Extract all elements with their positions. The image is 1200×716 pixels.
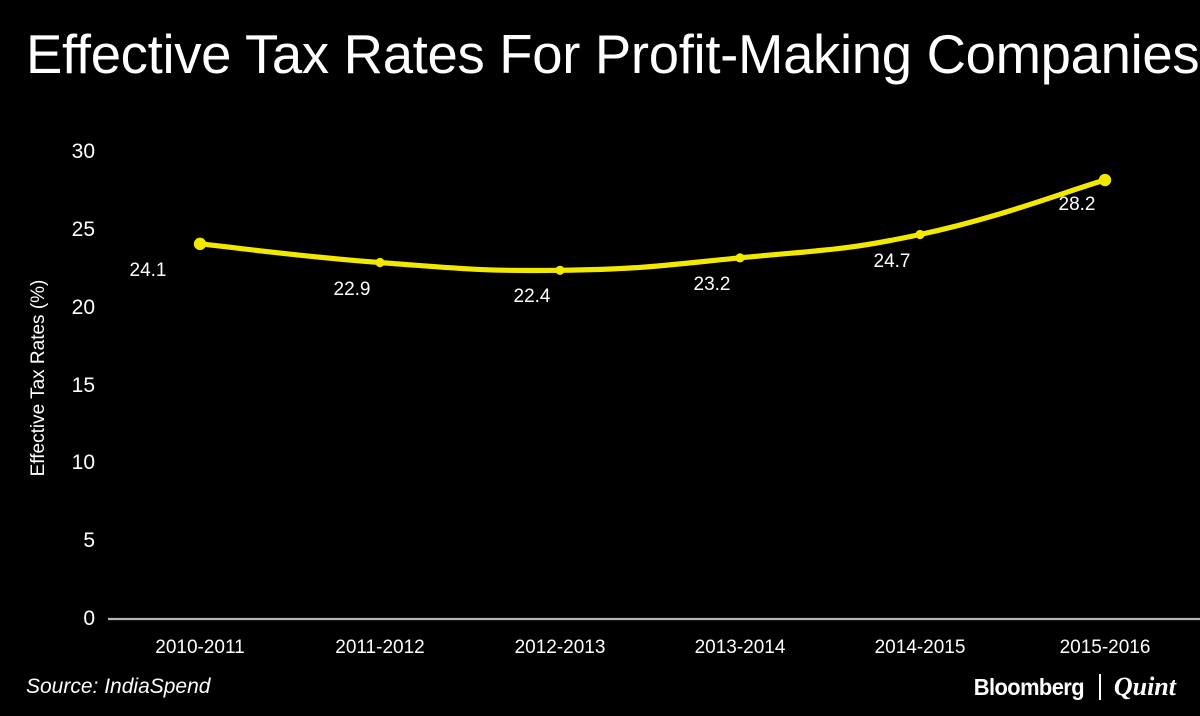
brand-divider bbox=[1098, 674, 1101, 700]
y-axis-tick-label: 15 bbox=[71, 373, 95, 397]
data-point-value-label: 28.2 bbox=[1058, 194, 1096, 216]
brand-quint-wordmark: Quint bbox=[1113, 672, 1176, 701]
y-axis-tick-label: 30 bbox=[71, 140, 95, 163]
y-axis-tick-label: 0 bbox=[83, 607, 95, 630]
data-point-marker[interactable] bbox=[555, 265, 565, 275]
y-axis-tick-label: 10 bbox=[71, 451, 95, 475]
series-markers bbox=[193, 173, 1112, 275]
brand-bloomberg-wordmark: Bloomberg bbox=[973, 673, 1085, 700]
x-axis-tick-label: 2012-2013 bbox=[514, 637, 606, 658]
data-point-marker[interactable] bbox=[193, 237, 207, 251]
data-point-value-label: 24.7 bbox=[873, 250, 911, 272]
x-axis-tick-label: 2010-2011 bbox=[155, 637, 245, 658]
data-point-value-label: 22.4 bbox=[513, 286, 551, 308]
data-point-marker[interactable] bbox=[915, 229, 925, 240]
y-axis-tick-label: 20 bbox=[71, 295, 95, 319]
series-line-effective-tax-rates bbox=[197, 177, 1108, 274]
data-point-value-label: 22.9 bbox=[333, 278, 371, 300]
x-axis-tick-label: 2013-2014 bbox=[694, 637, 786, 658]
x-axis-tick-label: 2014-2015 bbox=[874, 637, 966, 658]
y-axis-tick-label: 5 bbox=[83, 529, 95, 553]
y-axis-tick-label: 25 bbox=[71, 217, 95, 241]
data-point-value-label: 23.2 bbox=[693, 273, 731, 295]
line-chart-canvas bbox=[108, 173, 1200, 621]
brand-logo: Bloomberg Quint bbox=[968, 672, 1176, 702]
chart-plot-area: Effective Tax Rates (%) 0 5 10 15 20 25 30 201… bbox=[28, 140, 1200, 658]
data-point-value-label: 24.1 bbox=[129, 259, 167, 281]
source-attribution: Source: IndiaSpend bbox=[26, 675, 211, 698]
footer: Source: IndiaSpend Bloomberg Quint bbox=[0, 660, 1200, 716]
data-point-marker[interactable] bbox=[375, 257, 385, 268]
data-point-marker[interactable] bbox=[735, 253, 745, 263]
x-axis-tick-label: 2011-2012 bbox=[335, 637, 425, 658]
data-point-marker[interactable] bbox=[1098, 173, 1112, 187]
x-axis-tick-label: 2015-2016 bbox=[1059, 637, 1151, 658]
page-title: Effective Tax Rates For Profit-Making Co… bbox=[26, 23, 1200, 85]
